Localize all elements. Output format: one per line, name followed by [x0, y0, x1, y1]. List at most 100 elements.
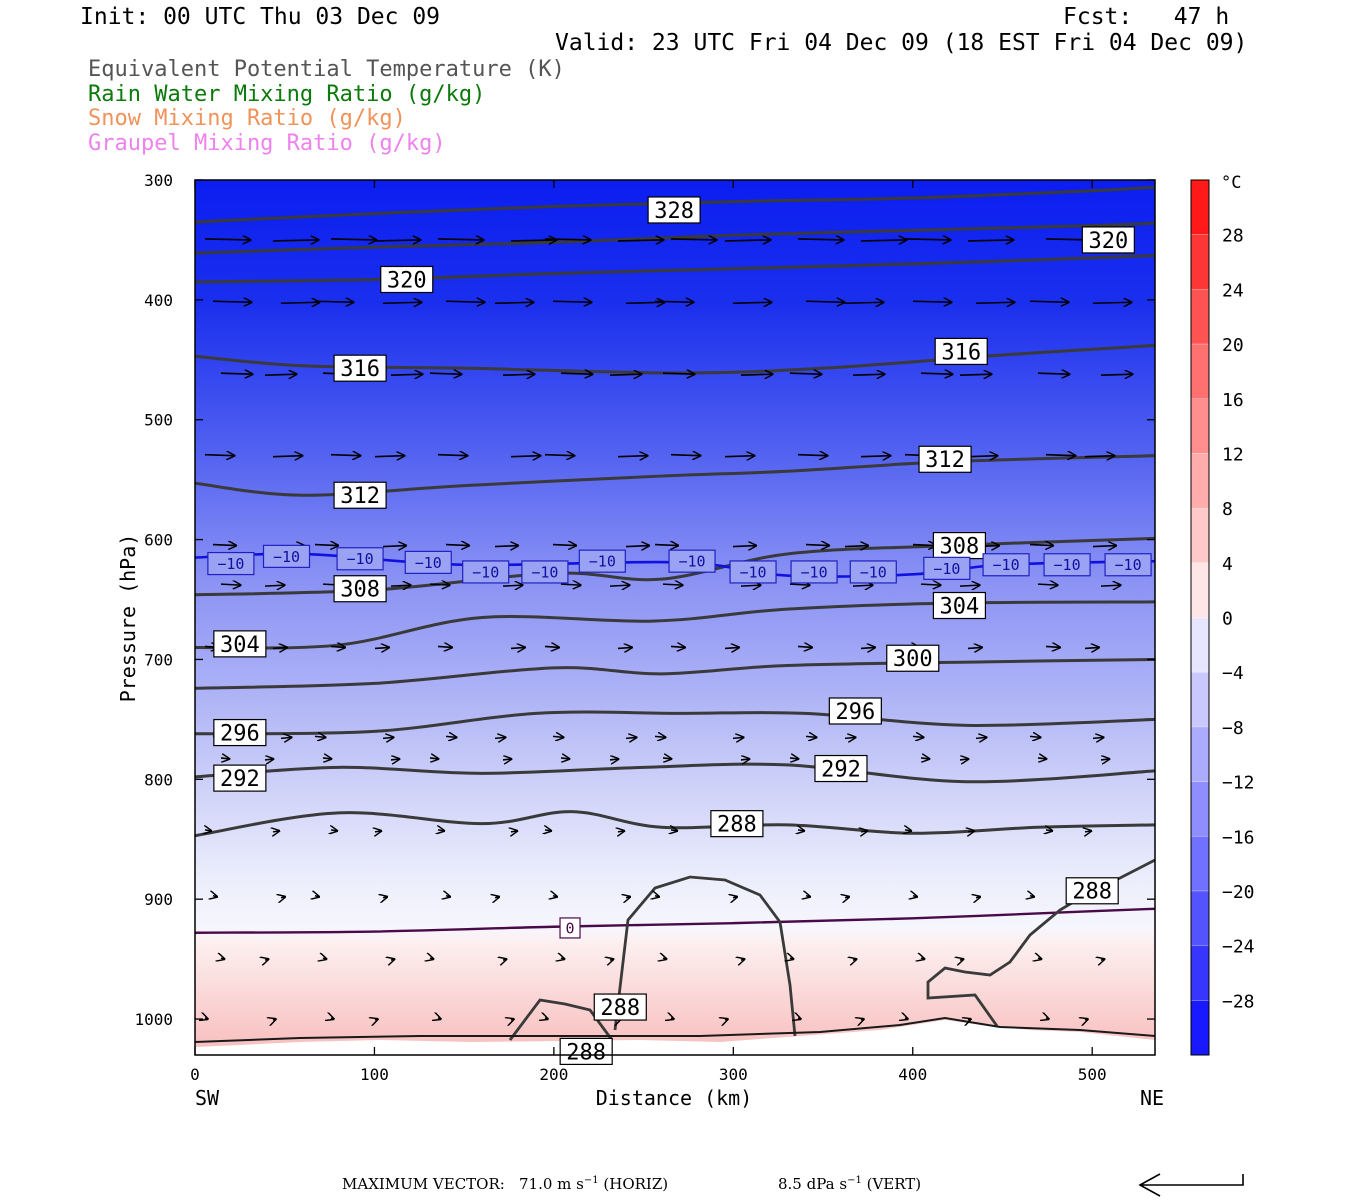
wind-vector: [544, 239, 591, 240]
wind-vector: [552, 301, 592, 302]
svg-text:−10: −10: [678, 553, 705, 571]
wind-vector: [494, 546, 518, 547]
contour-label: −10: [1104, 553, 1152, 577]
theta-e-contour-328: [194, 185, 1156, 224]
plot-frame: [194, 179, 1156, 1056]
contour-label: −10: [462, 560, 510, 584]
colorbar-tick-label: 4: [1222, 554, 1233, 575]
wind-vector: [264, 585, 285, 586]
wind-vector: [545, 830, 551, 831]
colorbar-swatch: [1191, 1000, 1209, 1056]
max-vector-horizontal: 71.0 m s−1 (HORIZ): [519, 1175, 669, 1193]
svg-text:−10: −10: [860, 563, 887, 581]
wind-vector: [272, 647, 287, 648]
colorbar-swatch: [1191, 672, 1209, 728]
contour-label: 308: [932, 531, 987, 560]
y-tick-label: 900: [144, 890, 173, 909]
svg-text:−10: −10: [273, 548, 300, 566]
wind-vector: [560, 373, 593, 374]
wind-vector: [663, 958, 667, 959]
wind-vector: [625, 737, 637, 738]
wind-vector: [725, 1019, 728, 1020]
wind-vector: [968, 1019, 971, 1020]
wind-vector: [552, 545, 576, 546]
wind-vector: [1045, 455, 1075, 456]
wind-vector: [1101, 759, 1109, 760]
wind-vector: [265, 959, 269, 960]
wind-vector: [446, 896, 450, 897]
contour-label: 296: [213, 718, 267, 746]
colorbar-swatch: [1191, 289, 1209, 345]
contour-label: −10: [668, 549, 716, 573]
wind-vector: [323, 958, 327, 959]
colorbar-swatch: [1191, 945, 1209, 1001]
wind-vector: [1038, 958, 1042, 959]
colorbar-unit: °C: [1221, 173, 1241, 193]
svg-text:−10: −10: [531, 563, 558, 581]
x-axis-right-end-label: NE: [1140, 1086, 1164, 1110]
wind-vector: [670, 455, 700, 456]
wind-vector: [959, 585, 980, 586]
x-tick-label: 500: [1078, 1065, 1107, 1084]
wind-vector: [860, 456, 890, 457]
wind-vector: [905, 830, 911, 831]
wind-vector: [375, 831, 381, 832]
wind-vector: [374, 456, 404, 457]
wind-vector: [1029, 736, 1041, 737]
wind-vector: [967, 647, 982, 648]
wind-vector: [204, 239, 251, 240]
wind-vector: [609, 374, 642, 375]
wind-vector: [670, 646, 685, 647]
wind-vector: [383, 897, 387, 898]
wind-vector: [552, 736, 564, 737]
svg-text:288: 288: [600, 996, 640, 1021]
wind-vector: [382, 546, 406, 547]
field-label-theta-e: Equivalent Potential Temperature (K): [88, 57, 565, 82]
wind-vector: [561, 958, 565, 959]
wind-vector: [280, 302, 320, 303]
contour-label: −10: [262, 544, 311, 568]
contour-label: 316: [333, 354, 387, 382]
wind-vector: [1092, 546, 1116, 547]
wind-vector: [510, 456, 540, 457]
wind-vector: [732, 302, 772, 303]
colorbar-tick-label: −20: [1222, 882, 1255, 903]
wind-vector: [437, 646, 452, 647]
colorbar-swatch: [1191, 617, 1209, 673]
wind-vector: [331, 1018, 334, 1019]
svg-text:288: 288: [566, 1040, 606, 1065]
wind-vector: [1092, 737, 1104, 738]
wind-vector: [1046, 1018, 1049, 1019]
svg-text:328: 328: [654, 199, 694, 224]
colorbar-swatch: [1191, 781, 1209, 837]
wind-vector: [221, 758, 229, 759]
contour-label: −10: [729, 560, 777, 584]
wind-vector: [790, 758, 798, 759]
colorbar-tick-label: 12: [1222, 444, 1244, 465]
wind-vector: [789, 584, 810, 585]
wind-vector: [323, 758, 331, 759]
wind-vector: [724, 240, 771, 241]
wind-vector: [920, 584, 941, 585]
wind-vector: [798, 1018, 801, 1019]
wind-vector: [741, 959, 745, 960]
y-axis-label: Pressure (hPa): [116, 534, 140, 703]
x-tick-label: 200: [539, 1065, 568, 1084]
wind-vector: [861, 831, 867, 832]
wind-vector: [205, 830, 211, 831]
x-axis-label: Distance (km): [596, 1086, 753, 1110]
wind-vector: [798, 830, 804, 831]
x-tick-label: 400: [898, 1065, 927, 1084]
wind-vector: [1037, 373, 1070, 374]
wind-vector: [654, 736, 666, 737]
x-tick-label: 0: [190, 1065, 200, 1084]
wind-vector: [1045, 646, 1060, 647]
wind-vector: [545, 1018, 548, 1019]
wind-vector: [617, 456, 647, 457]
contour-label: 304: [213, 630, 267, 658]
contour-label: −10: [578, 549, 626, 573]
colorbar-tick-label: −16: [1222, 827, 1255, 848]
wind-vector: [959, 374, 992, 375]
wind-vector: [913, 896, 917, 897]
